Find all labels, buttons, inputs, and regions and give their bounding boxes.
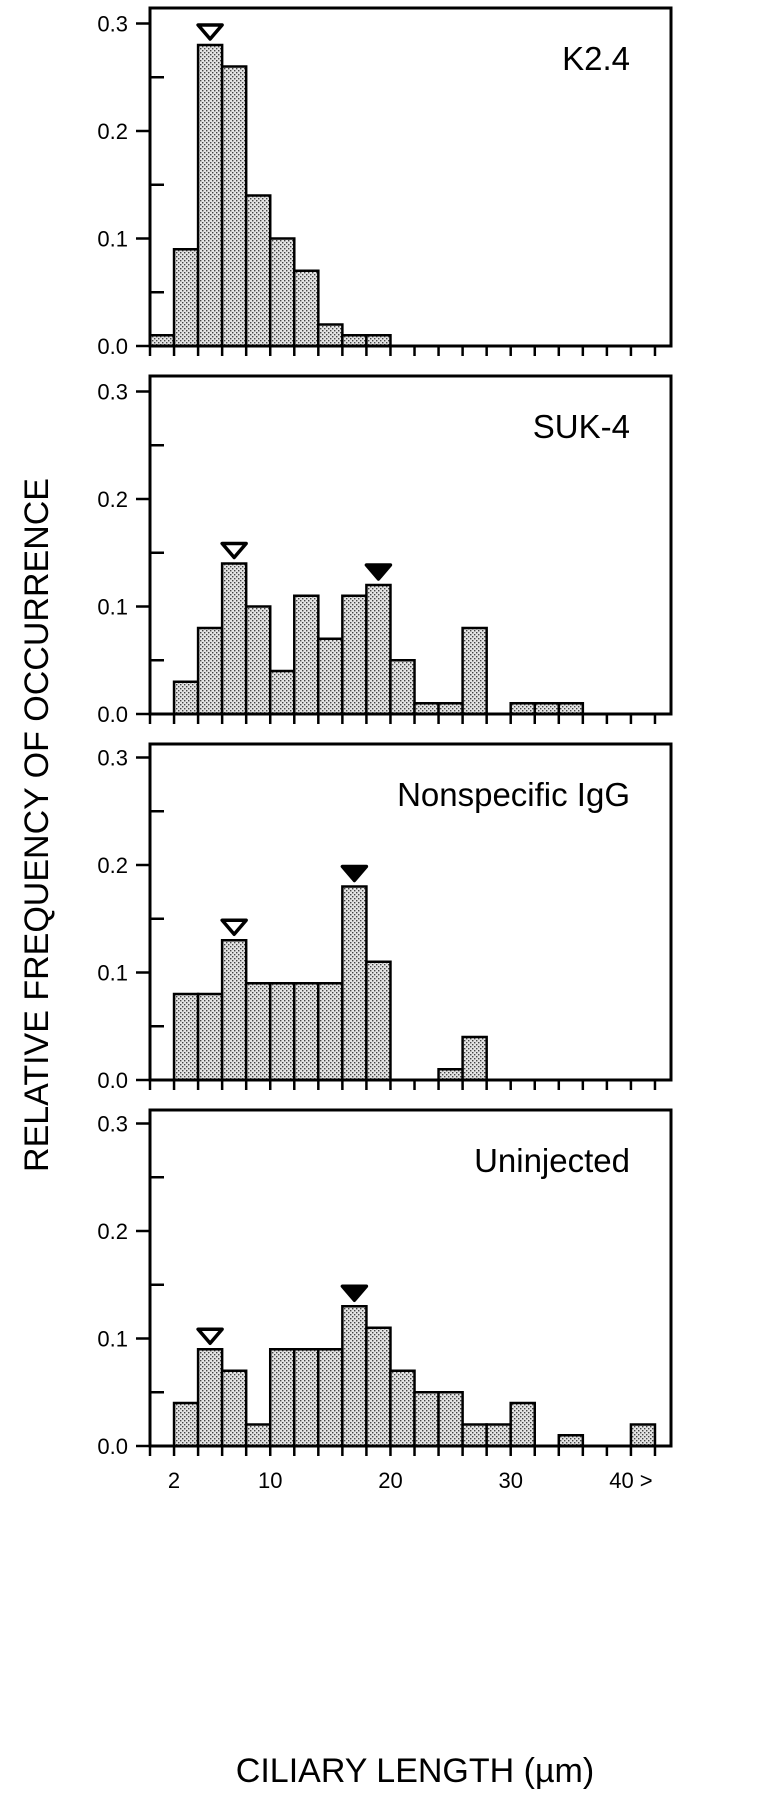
bar (365, 583, 392, 716)
panel-title: SUK-4 (533, 408, 630, 445)
bar (220, 1369, 248, 1448)
bar (413, 1391, 440, 1448)
bar (293, 594, 320, 716)
y-tick-label: 0.2 (97, 119, 128, 144)
y-tick-label: 0.1 (97, 595, 128, 620)
open-triangle-marker (196, 1327, 224, 1345)
filled-triangle-marker (340, 1284, 369, 1302)
open-triangle-marker (220, 918, 248, 936)
bar (509, 1401, 536, 1448)
y-tick-label: 0.3 (97, 1112, 128, 1137)
x-axis: 2 10 20 30 40 > (168, 1468, 653, 1493)
bar (293, 1348, 320, 1448)
bar (268, 237, 296, 348)
bar (533, 702, 561, 716)
bar (268, 1348, 296, 1448)
y-tick-label: 0.1 (97, 1327, 128, 1352)
x-tick-label: 20 (378, 1468, 402, 1493)
y-tick-label: 0.2 (97, 487, 128, 512)
y-tick-label: 0.0 (97, 702, 128, 727)
bar (268, 982, 296, 1082)
bar (196, 992, 224, 1082)
y-axis-title: RELATIVE FREQUENCY OF OCCURRENCE (18, 478, 56, 1172)
panel-frame (148, 374, 673, 716)
bar (557, 702, 585, 716)
bar (341, 885, 368, 1082)
x-tick-label: 10 (258, 1468, 282, 1493)
bar (244, 194, 272, 348)
y-tick-label: 0.0 (97, 334, 128, 359)
x-tick-label: 30 (498, 1468, 522, 1493)
panel-2: 0.0 0.1 0.2 0.3 SUK-4 (97, 374, 673, 727)
y-tick-label: 0.1 (97, 227, 128, 252)
bar (293, 982, 320, 1082)
bar (461, 1423, 488, 1448)
bar (557, 1434, 585, 1448)
bar (317, 1348, 344, 1448)
bar (317, 323, 344, 348)
bar (148, 334, 176, 348)
bar (485, 1423, 512, 1448)
bar (365, 1326, 392, 1448)
y-tick-label: 0.0 (97, 1068, 128, 1093)
bar (196, 1348, 224, 1448)
bar (196, 43, 224, 348)
y-tick-label: 0.2 (97, 1219, 128, 1244)
bar (437, 1391, 464, 1448)
y-tick-label: 0.3 (97, 12, 128, 37)
y-tick-label: 0.2 (97, 853, 128, 878)
panel-title: Nonspecific IgG (397, 776, 630, 813)
bar (437, 702, 464, 716)
y-tick-label: 0.3 (97, 380, 128, 405)
bar (365, 960, 392, 1082)
filled-triangle-marker (364, 563, 393, 581)
bar (341, 334, 368, 348)
bar (244, 605, 272, 716)
bar (268, 669, 296, 716)
y-tick-label: 0.1 (97, 961, 128, 986)
bar (509, 702, 536, 716)
bar (437, 1068, 464, 1082)
bar (389, 659, 416, 716)
panel-title: Uninjected (474, 1142, 630, 1179)
panel-frame (148, 1108, 673, 1448)
filled-triangle-marker (340, 864, 369, 883)
bar (244, 982, 272, 1082)
bar (172, 248, 200, 348)
bar (220, 65, 248, 348)
open-triangle-marker (220, 541, 248, 560)
x-axis-title: CILIARY LENGTH (µm) (236, 1752, 594, 1790)
bar (293, 269, 320, 348)
histogram-panels: 0.00.10.20.3K2.40.00.10.20.3SUK-40.00.10… (97, 6, 673, 1459)
bar (317, 637, 344, 716)
panel-frame (148, 742, 673, 1082)
panel-1: 0.0 0.1 0.2 0.3 K2.4 (97, 6, 673, 359)
y-tick-label: 0.3 (97, 746, 128, 771)
x-tick-label: 40 > (609, 1468, 652, 1493)
bar (341, 1305, 368, 1448)
panel-title: K2.4 (562, 40, 630, 77)
bar (220, 562, 248, 716)
bar (461, 1035, 488, 1082)
panel-frame (148, 6, 673, 348)
bar (629, 1423, 657, 1448)
panel-4: 0.0 0.1 0.2 0.3 Uninjected (97, 1108, 673, 1459)
bar (461, 626, 488, 716)
bar (244, 1423, 272, 1448)
bar (389, 1369, 416, 1448)
bar (341, 594, 368, 716)
bar (172, 680, 200, 716)
open-triangle-marker (196, 23, 224, 41)
bar (413, 702, 440, 716)
bar (172, 992, 200, 1082)
panel-3: 0.0 0.1 0.2 0.3 Nonspecific IgG (97, 742, 673, 1093)
y-tick-label: 0.0 (97, 1434, 128, 1459)
x-tick-label: 2 (168, 1468, 180, 1493)
bar (220, 939, 248, 1082)
bar (365, 334, 392, 348)
bar (196, 626, 224, 716)
bar (317, 982, 344, 1082)
bar (172, 1401, 200, 1448)
